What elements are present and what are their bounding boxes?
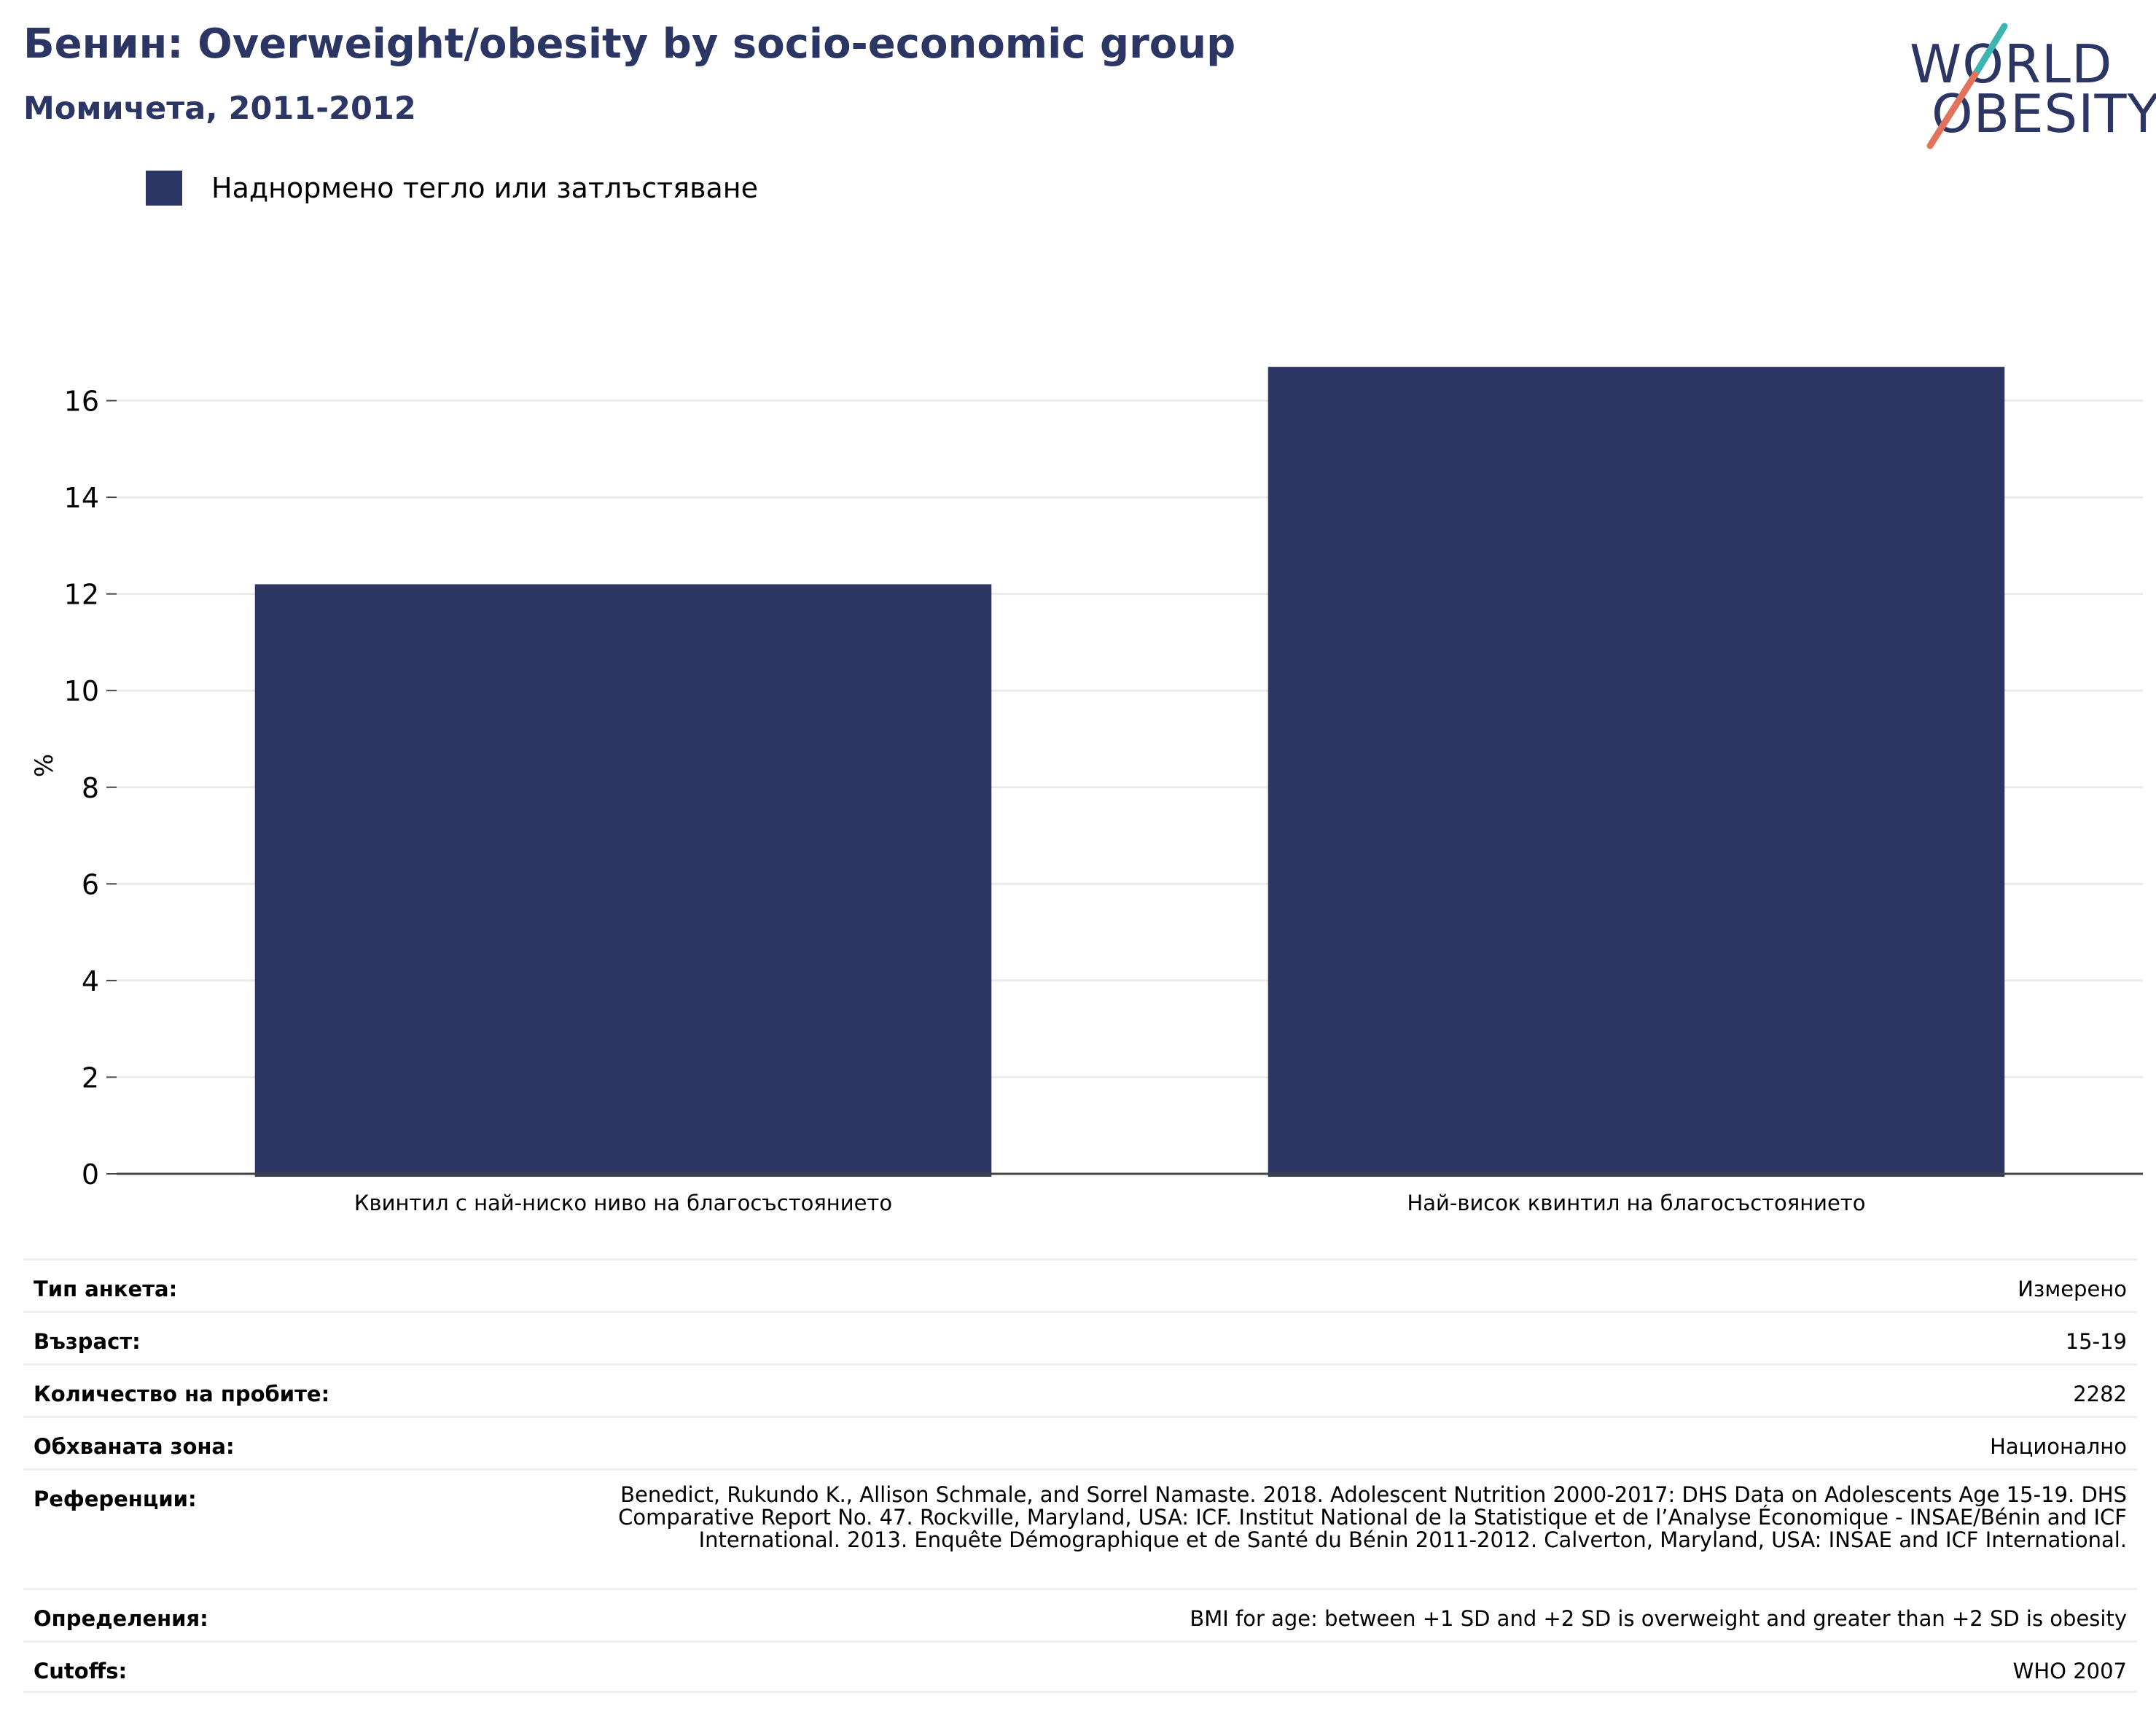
y-tick-label: 2 [82, 1062, 99, 1094]
meta-key: Референции: [34, 1487, 197, 1511]
y-axis-label: % [30, 754, 59, 777]
meta-row-age: Възраст: 15-19 [23, 1311, 2137, 1363]
y-tick-label: 10 [64, 675, 99, 707]
metadata-table: Тип анкета: Измерено Възраст: 15-19 Коли… [23, 1258, 2137, 1693]
meta-row-sample-size: Количество на пробите: 2282 [23, 1363, 2137, 1416]
logo-word-1: WORLD [1910, 34, 2113, 95]
chart-title: Бенин: Overweight/obesity by socio-econo… [23, 20, 1236, 68]
world-obesity-logo: WORLD OBESITY [1895, 22, 2156, 153]
meta-value: 2282 [2073, 1382, 2127, 1406]
y-tick-label: 6 [82, 868, 99, 900]
bar [254, 584, 992, 1177]
meta-key: Cutoffs: [34, 1659, 128, 1683]
y-tick-label: 8 [82, 772, 99, 804]
y-tick-label: 12 [64, 579, 99, 611]
logo-slash-icon [1926, 23, 2008, 149]
logo-word-2: OBESITY [1932, 83, 2156, 144]
meta-key: Обхваната зона: [34, 1434, 235, 1459]
legend-swatch [146, 171, 182, 206]
legend-label: Наднормено тегло или затлъстяване [211, 172, 758, 204]
y-tick-label: 16 [64, 386, 99, 418]
meta-key: Определения: [34, 1606, 208, 1631]
y-tick-label: 0 [82, 1159, 99, 1191]
x-tick-label: Квинтил с най-ниско ниво на благосъстоян… [354, 1191, 892, 1215]
y-tick-label: 14 [64, 482, 99, 514]
meta-key: Тип анкета: [34, 1277, 178, 1301]
meta-value: Измерено [2018, 1277, 2127, 1301]
meta-row-cutoffs: Cutoffs: WHO 2007 [23, 1640, 2137, 1693]
meta-row-references: Референции: Benedict, Rukundo K., Alliso… [23, 1468, 2137, 1588]
meta-row-definitions: Определения: BMI for age: between +1 SD … [23, 1588, 2137, 1640]
meta-value: Национално [1990, 1434, 2127, 1459]
chart-subtitle: Момичета, 2011-2012 [23, 90, 416, 127]
meta-row-survey-type: Тип анкета: Измерено [23, 1258, 2137, 1311]
bar [1268, 367, 2005, 1177]
meta-row-area: Обхваната зона: Национално [23, 1416, 2137, 1468]
y-tick-label: 4 [82, 965, 99, 997]
meta-value: BMI for age: between +1 SD and +2 SD is … [1190, 1606, 2127, 1631]
x-tick-label: Най-висок квинтил на благосъстоянието [1407, 1191, 1865, 1215]
bar-chart: 0 2 4 6 8 10 12 14 16% Квинтил с най-ниско ниво н… [30, 367, 2143, 1215]
meta-key: Възраст: [34, 1329, 141, 1354]
meta-value: Benedict, Rukundo K., Allison Schmale, a… [618, 1482, 2127, 1552]
meta-value: WHO 2007 [2012, 1659, 2127, 1683]
meta-value: 15-19 [2065, 1329, 2127, 1354]
meta-key: Количество на пробите: [34, 1382, 330, 1406]
